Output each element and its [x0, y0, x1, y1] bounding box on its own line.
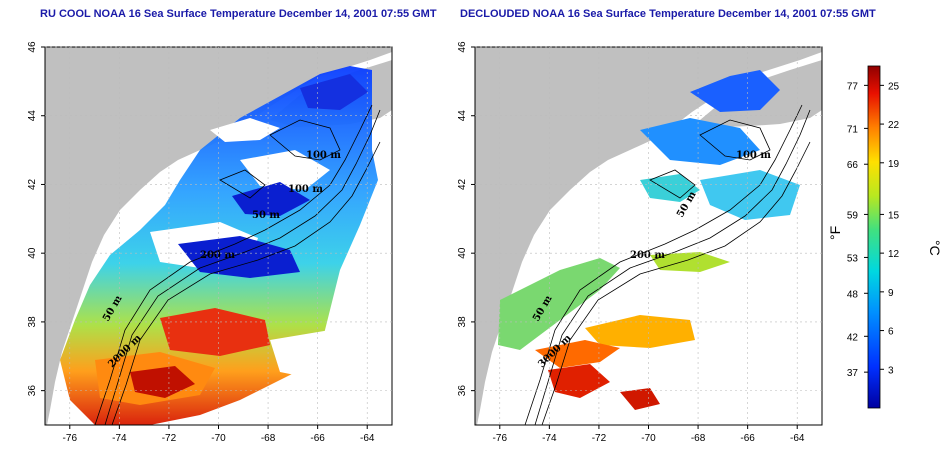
right-warm-patch-1	[585, 315, 695, 348]
left-lon-tick-label: -68	[261, 433, 276, 444]
right-map-grid	[475, 46, 822, 425]
right-land-mass	[475, 47, 822, 425]
left-map-title: RU COOL NOAA 16 Sea Surface Temperature …	[40, 8, 437, 20]
left-lon-tick-label: -72	[162, 433, 177, 444]
right-map-panel: 100 m 50 m 200 m 50 m 3000 m -76 -74 -72 -7…	[457, 41, 823, 444]
left-map-grid	[45, 46, 392, 425]
right-cool-patch-3	[700, 170, 800, 220]
colorbar-celsius-label: 19	[888, 159, 900, 170]
left-lon-tick-label: -64	[360, 433, 375, 444]
colorbar-fahrenheit-label: 42	[847, 332, 859, 343]
left-map-ticks: -76 -74 -72 -70 -68 -66 -64 46 44 42 40 38 36	[27, 41, 375, 444]
left-lat-tick-label: 46	[27, 41, 38, 53]
right-warm-patch-3	[548, 364, 610, 398]
colorbar-fahrenheit-label: 48	[847, 289, 859, 300]
colorbar-fahrenheit-unit: °F	[827, 226, 843, 240]
colorbar-celsius-unit: °C	[927, 240, 943, 256]
right-lon-tick-label: -70	[641, 433, 656, 444]
colorbar-celsius-label: 3	[888, 365, 894, 376]
right-lon-tick-label: -66	[740, 433, 755, 444]
colorbar-fahrenheit-label: 59	[847, 210, 859, 221]
left-lat-tick-label: 38	[27, 316, 38, 328]
colorbar-celsius-label: 15	[888, 210, 900, 221]
right-lon-tick-label: -68	[691, 433, 706, 444]
right-warm-patch-4	[620, 388, 660, 410]
left-lon-tick-label: -70	[211, 433, 226, 444]
right-lon-tick-label: -74	[542, 433, 557, 444]
right-cool-patch-4	[640, 174, 700, 202]
left-lat-tick-label: 40	[27, 247, 38, 259]
right-cold-patch-2	[640, 118, 760, 165]
colorbar-celsius-label: 6	[888, 327, 894, 338]
right-lon-tick-label: -64	[790, 433, 805, 444]
left-warm-patch-1	[160, 308, 270, 356]
left-cloud-gap-2	[240, 150, 330, 190]
left-land-mass	[45, 47, 392, 425]
left-lon-tick-label: -74	[112, 433, 127, 444]
right-map-title: DECLOUDED NOAA 16 Sea Surface Temperatur…	[460, 8, 876, 20]
colorbar-celsius-label: 12	[888, 249, 900, 260]
left-lat-tick-label: 36	[27, 385, 38, 397]
colorbar-gradient	[867, 65, 881, 409]
colorbar-fahrenheit-label: 77	[847, 81, 859, 92]
left-contour-label-3: 50 m	[252, 210, 280, 221]
left-cold-patch-2	[232, 182, 310, 216]
right-lat-tick-label: 44	[457, 110, 468, 122]
right-contour-lines	[524, 104, 811, 425]
right-lat-tick-label: 40	[457, 247, 468, 259]
left-warm-patch-3	[130, 366, 195, 398]
colorbar-celsius-label: 9	[888, 288, 894, 299]
colorbar: 25 22 19 15 12 9 6 3 77 71 66 59 53 48 42 37 °F °C	[827, 65, 943, 409]
right-contour-label-3: 200 m	[630, 250, 665, 261]
right-cold-patch-1	[690, 70, 780, 112]
left-lon-tick-label: -66	[310, 433, 325, 444]
right-lon-tick-label: -76	[493, 433, 508, 444]
left-cloud-gap-3	[210, 118, 280, 142]
colorbar-fahrenheit-label: 66	[847, 160, 859, 171]
colorbar-celsius-label: 22	[888, 120, 900, 131]
colorbar-ticks: 25 22 19 15 12 9 6 3 77 71 66 59 53 48 42 37	[847, 81, 900, 379]
left-lat-tick-label: 42	[27, 178, 38, 190]
right-lat-tick-label: 42	[457, 178, 468, 190]
colorbar-fahrenheit-label: 37	[847, 368, 859, 379]
left-cold-patch-1	[178, 236, 300, 278]
right-lat-tick-label: 36	[457, 385, 468, 397]
left-contour-label-4: 200 m	[200, 250, 235, 261]
right-mid-patch-6	[650, 252, 730, 272]
right-lat-tick-label: 38	[457, 316, 468, 328]
colorbar-celsius-label: 25	[888, 81, 900, 92]
right-map-ticks: -76 -74 -72 -70 -68 -66 -64 46 44 42 40 38 36	[457, 41, 805, 444]
colorbar-fahrenheit-label: 53	[847, 253, 859, 264]
right-lon-tick-label: -72	[592, 433, 607, 444]
left-contour-label-1: 100 m	[306, 150, 341, 161]
left-cold-patch-3	[300, 74, 368, 110]
left-lon-tick-label: -76	[63, 433, 78, 444]
right-contour-label-1: 100 m	[736, 150, 771, 161]
left-map-panel: 100 m 100 m 50 m 200 m 50 m 2000 m -76 -7…	[27, 41, 393, 444]
left-lat-tick-label: 44	[27, 110, 38, 122]
left-cloud-gap-4	[270, 330, 350, 380]
colorbar-fahrenheit-label: 71	[847, 124, 859, 135]
right-mid-patch-5	[498, 258, 620, 350]
right-lat-tick-label: 46	[457, 41, 468, 53]
left-contour-label-2: 100 m	[288, 184, 323, 195]
left-contour-lines	[94, 104, 381, 425]
